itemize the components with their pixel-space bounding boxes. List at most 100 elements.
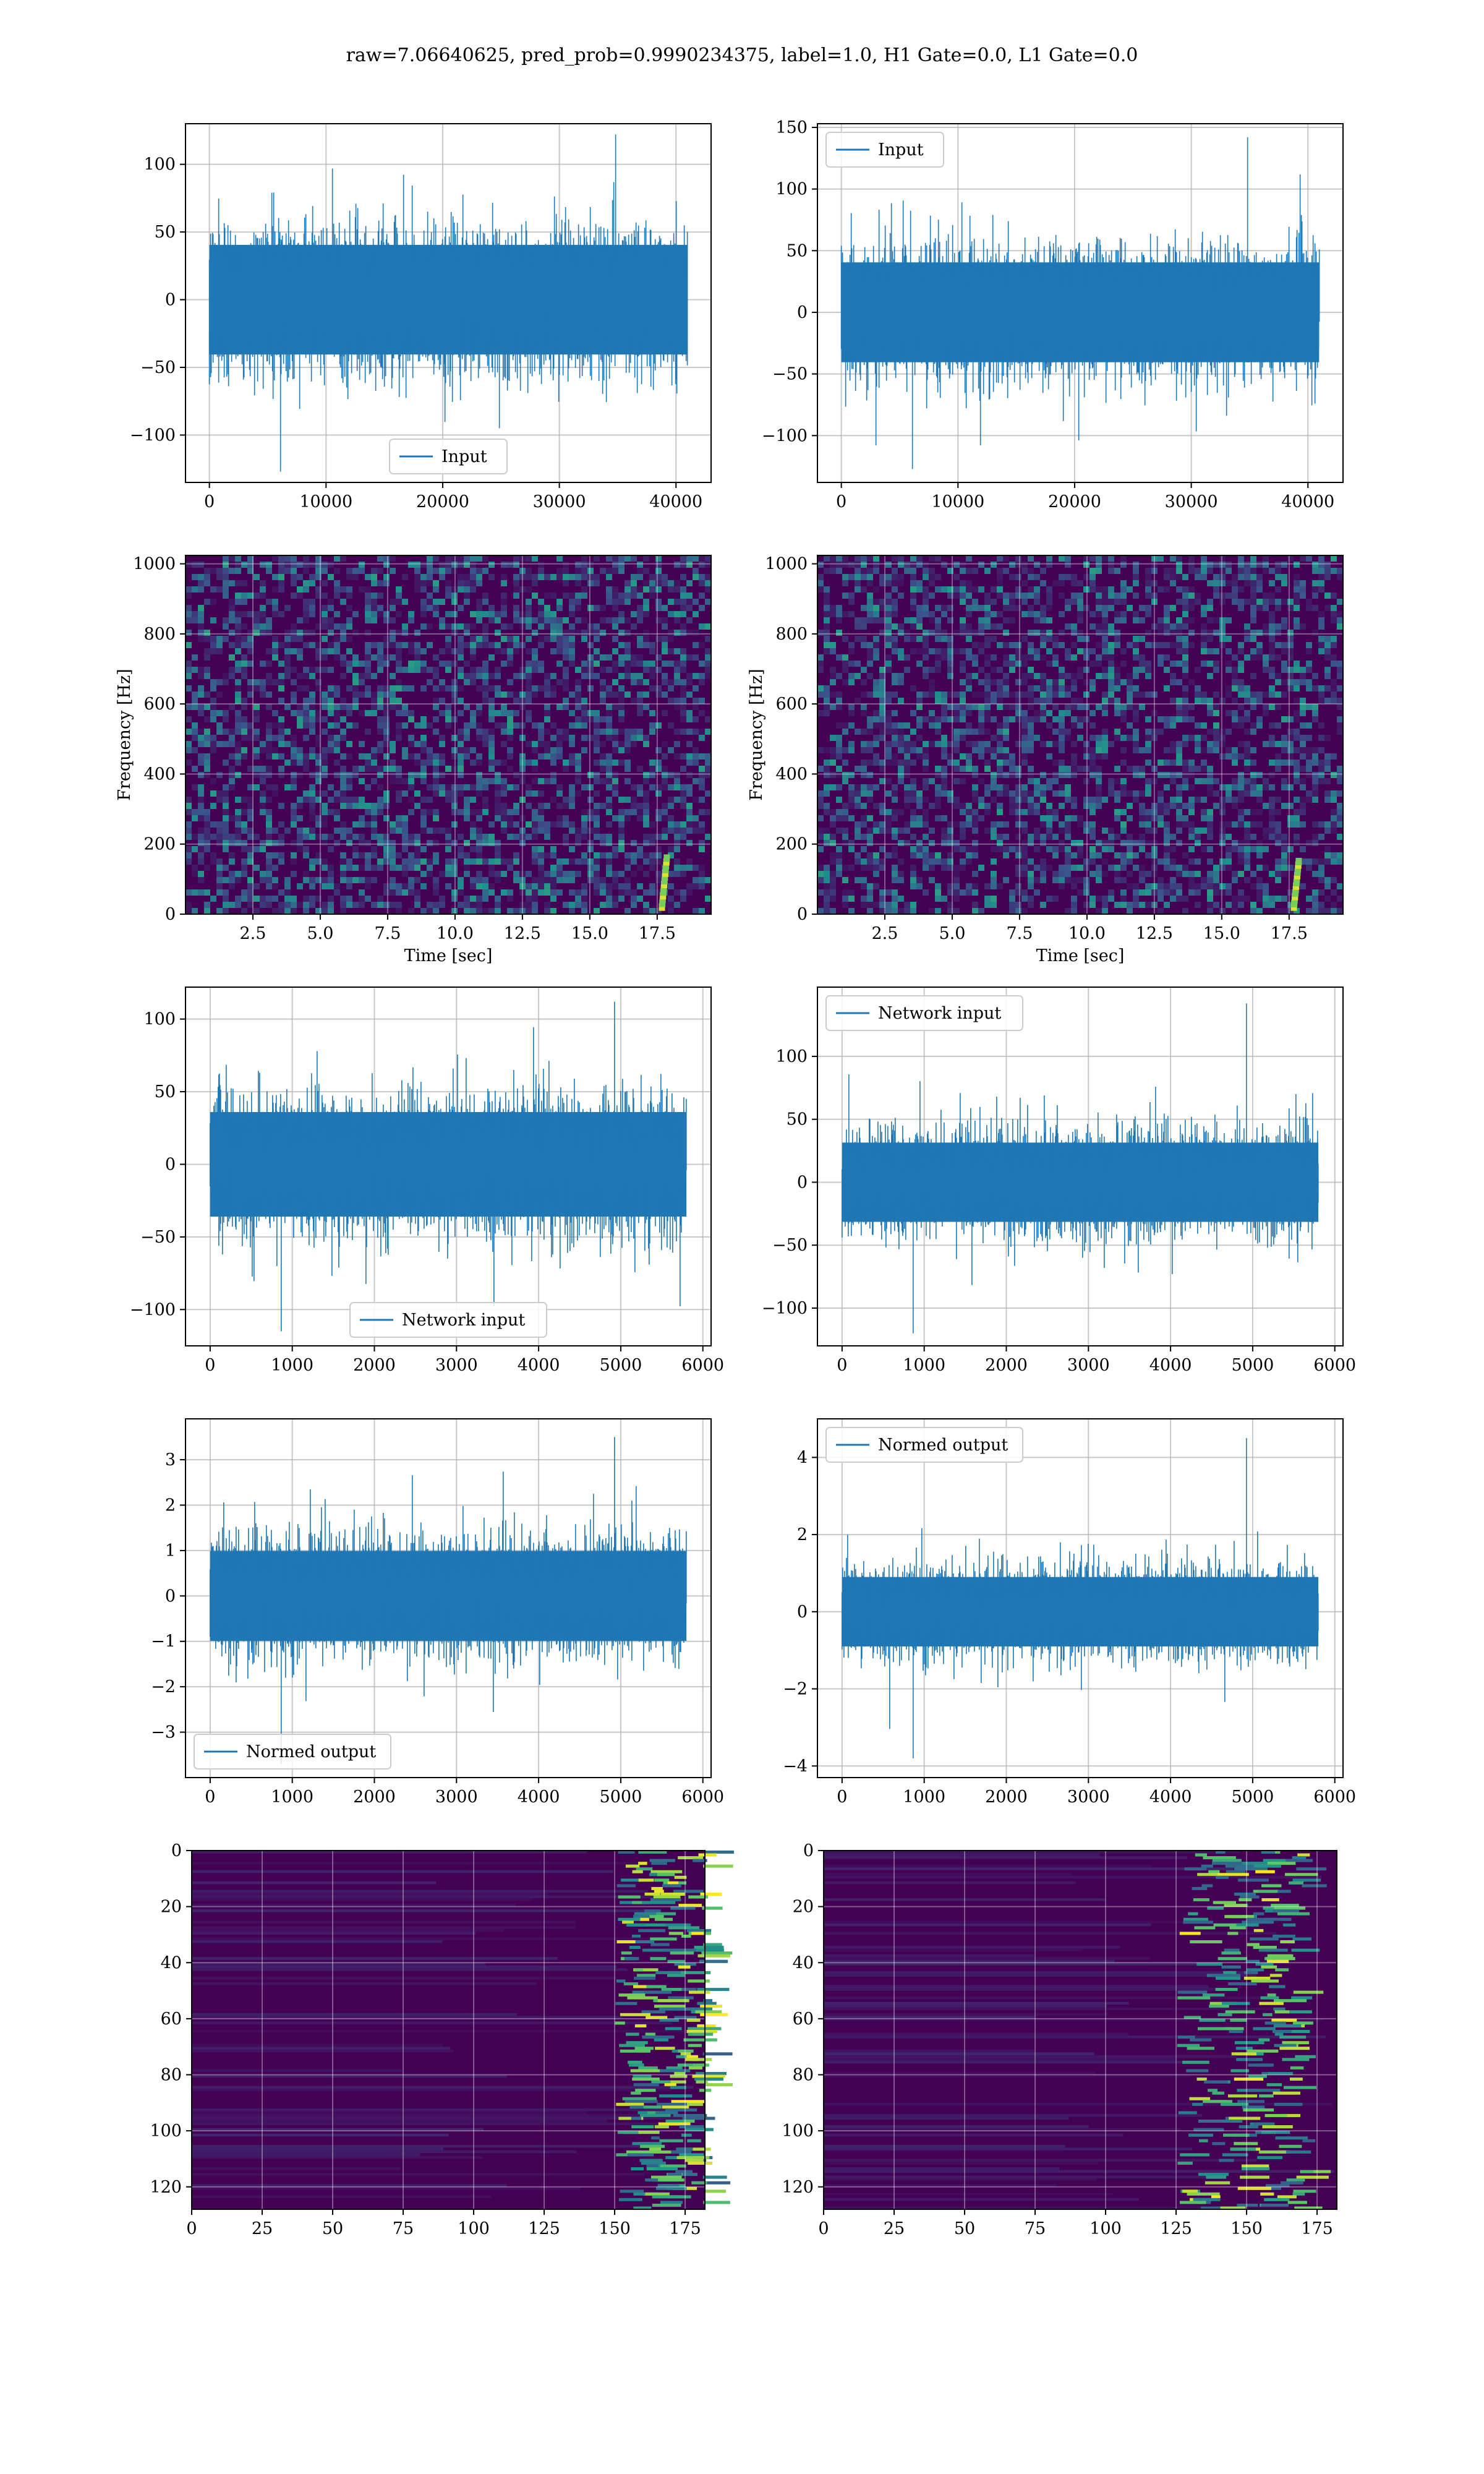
- heatmap-cell: [501, 741, 507, 747]
- heatmap-cell: [898, 871, 904, 877]
- heatmap-cell: [1021, 729, 1028, 735]
- heatmap-cell: [402, 753, 408, 760]
- heatmap-cell: [997, 846, 1003, 852]
- heatmap-cell: [885, 790, 892, 797]
- heatmap-cell: [842, 865, 848, 871]
- heatmap-cell: [643, 667, 649, 673]
- heatmap-cell: [390, 685, 396, 691]
- heatmap-cell: [1164, 889, 1170, 896]
- heatmap-cell: [315, 790, 322, 797]
- heatmap-cell: [855, 803, 861, 809]
- heatmap-cell: [1102, 623, 1108, 630]
- heatmap-cell: [655, 685, 662, 691]
- heatmap-cell: [526, 710, 532, 716]
- heatmap-cell: [192, 574, 198, 580]
- heatmap-cell: [235, 834, 241, 840]
- heatmap-cell: [674, 741, 680, 747]
- heatmap-cell: [309, 883, 315, 889]
- heatmap-cell: [1182, 617, 1188, 623]
- heatmap-cell: [1238, 772, 1244, 778]
- heatmap-cell: [1052, 654, 1059, 661]
- heatmap-cell: [581, 735, 587, 741]
- heatmap-cell: [625, 760, 631, 766]
- heatmap-cell: [1083, 766, 1090, 772]
- heatmap-cell: [476, 852, 482, 858]
- heatmap-cell: [303, 908, 309, 914]
- heatmap-cell: [420, 747, 427, 753]
- heatmap-cell: [830, 852, 836, 858]
- heatmap-cell: [978, 815, 984, 821]
- heatmap-cell: [1077, 815, 1083, 821]
- heatmap-cell: [947, 908, 953, 914]
- heatmap-cell: [824, 685, 830, 691]
- heatmap-cell: [1028, 877, 1034, 883]
- heatmap-cell: [1071, 877, 1077, 883]
- heatmap-cell: [861, 790, 867, 797]
- heatmap-cell: [1003, 877, 1009, 883]
- heatmap-cell: [1269, 630, 1275, 636]
- heatmap-cell: [1164, 574, 1170, 580]
- heatmap-cell: [655, 654, 662, 661]
- heatmap-cell: [451, 586, 458, 593]
- heatmap-cell: [1219, 889, 1226, 896]
- heatmap-cell: [464, 871, 470, 877]
- heatmap-cell: [824, 896, 830, 902]
- heatmap-cell: [433, 685, 439, 691]
- heatmap-cell: [1120, 555, 1127, 562]
- heatmap-cell: [532, 741, 538, 747]
- heatmap-cell: [600, 902, 606, 908]
- heatmap-cell: [643, 704, 649, 710]
- heatmap-cell: [315, 760, 322, 766]
- heatmap-cell: [1250, 691, 1256, 698]
- heatmap-cell: [705, 574, 711, 580]
- heatmap-cell: [278, 555, 284, 562]
- heatmap-cell: [1213, 889, 1219, 896]
- heatmap-cell: [495, 815, 501, 821]
- heatmap-cell: [904, 902, 910, 908]
- heatmap-cell: [643, 815, 649, 821]
- heatmap-cell: [482, 698, 488, 704]
- heatmap-cell: [1009, 809, 1015, 815]
- heatmap-cell: [1195, 766, 1201, 772]
- heatmap-cell: [1151, 852, 1158, 858]
- heatmap-cell: [978, 753, 984, 760]
- heatmap-cell: [923, 586, 929, 593]
- heatmap-cell: [550, 611, 556, 617]
- x-tick-label: 0: [836, 492, 846, 511]
- heatmap-cell: [359, 821, 365, 828]
- heatmap-cell: [686, 865, 693, 871]
- heatmap-cell: [600, 617, 606, 623]
- heatmap-cell: [284, 908, 291, 914]
- heatmap-cell: [1108, 840, 1114, 846]
- heatmap-cell: [1219, 797, 1226, 803]
- heatmap-cell: [1207, 599, 1213, 605]
- heatmap-cell: [1226, 902, 1232, 908]
- heatmap-cell: [1158, 877, 1164, 883]
- heatmap-cell: [978, 617, 984, 623]
- heatmap-cell: [1090, 797, 1096, 803]
- heatmap-cell: [501, 778, 507, 784]
- heatmap-cell: [941, 790, 947, 797]
- heatmap-cell: [420, 722, 427, 729]
- heatmap-cell: [960, 593, 966, 599]
- heatmap-cell: [538, 790, 544, 797]
- heatmap-cell: [377, 611, 383, 617]
- heatmap-cell: [1164, 803, 1170, 809]
- heatmap-cell: [916, 846, 923, 852]
- heatmap-cell: [1195, 858, 1201, 865]
- heatmap-cell: [953, 691, 960, 698]
- heatmap-cell: [984, 729, 991, 735]
- heatmap-cell: [532, 902, 538, 908]
- heatmap-cell: [916, 797, 923, 803]
- heatmap-cell: [885, 828, 892, 834]
- heatmap-cell: [600, 760, 606, 766]
- heatmap-cell: [439, 790, 445, 797]
- heatmap-cell: [544, 685, 550, 691]
- heatmap-cell: [997, 685, 1003, 691]
- heatmap-cell: [309, 691, 315, 698]
- heatmap-cell: [569, 797, 575, 803]
- heatmap-cell: [488, 710, 495, 716]
- heatmap-cell: [1164, 760, 1170, 766]
- heatmap-cell: [229, 642, 235, 648]
- heatmap-cell: [855, 555, 861, 562]
